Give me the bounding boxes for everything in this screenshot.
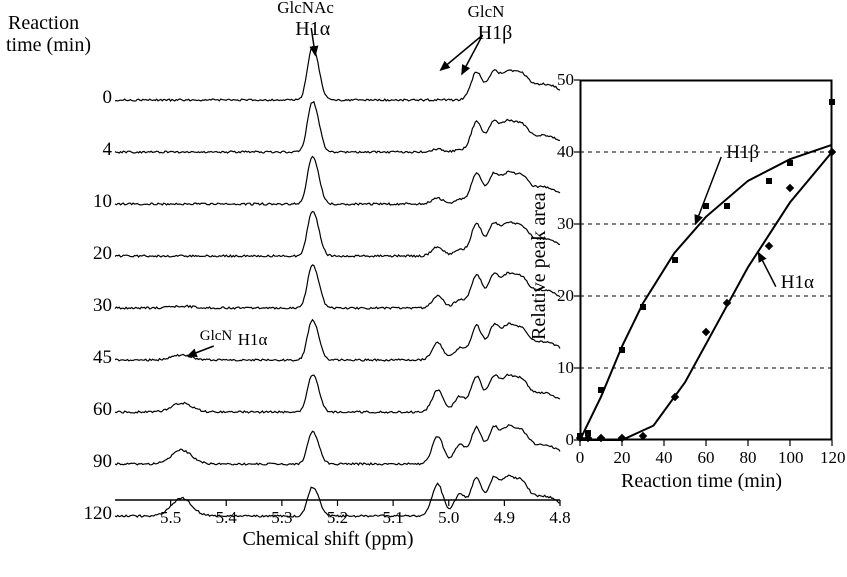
- row-time-label: 4: [82, 139, 112, 161]
- ann-glcna-top: GlcN: [200, 328, 233, 345]
- ann-glcnac-top: GlcNAc: [277, 0, 334, 18]
- row-time-label: 90: [82, 451, 112, 473]
- left-xtick-label: 5.2: [324, 508, 352, 528]
- kinetics-panel: 02040608010012001020304050H1βH1α: [580, 80, 832, 440]
- data-point-H1β: [787, 160, 793, 166]
- right-y-axis-label: Relative peak area: [528, 192, 551, 340]
- row-time-label: 120: [82, 503, 112, 525]
- right-ytick-label: 0: [550, 430, 574, 450]
- row-time-label: 20: [82, 243, 112, 265]
- ann-glcnac-bot: H1α: [295, 18, 330, 41]
- data-point-H1β: [766, 178, 772, 184]
- left-xtick-label: 5.1: [379, 508, 407, 528]
- left-xtick-label: 5.3: [268, 508, 296, 528]
- right-ytick-label: 30: [550, 214, 574, 234]
- data-point-H1β: [598, 387, 604, 393]
- row-time-label: 60: [82, 399, 112, 421]
- ann-glcna-right: H1α: [238, 330, 268, 350]
- ann-glcnb-top: GlcN: [468, 2, 505, 22]
- data-point-H1β: [703, 203, 709, 209]
- right-xtick-label: 20: [610, 448, 634, 468]
- right-x-axis-label: Reaction time (min): [621, 470, 782, 493]
- data-point-H1β: [619, 347, 625, 353]
- left-xtick-label: 4.9: [490, 508, 518, 528]
- figure-root: 5.55.45.35.25.15.04.94.8GlcNAcH1αGlcNH1β…: [0, 0, 847, 577]
- nmr-stack-panel: 5.55.45.35.25.15.04.94.8GlcNAcH1αGlcNH1β…: [115, 40, 560, 530]
- right-xtick-label: 100: [778, 448, 802, 468]
- right-ytick-label: 40: [550, 142, 574, 162]
- left-xtick-label: 5.4: [212, 508, 240, 528]
- right-xtick-label: 60: [694, 448, 718, 468]
- data-point-H1β: [672, 257, 678, 263]
- series-label-H1β: H1β: [726, 142, 759, 164]
- left-xtick-label: 5.5: [157, 508, 185, 528]
- data-point-H1β: [829, 99, 835, 105]
- row-time-label: 10: [82, 191, 112, 213]
- data-point-H1β: [640, 304, 646, 310]
- right-xtick-label: 80: [736, 448, 760, 468]
- left-x-axis-label: Chemical shift (ppm): [243, 528, 414, 551]
- data-point-H1β: [724, 203, 730, 209]
- row-time-label: 0: [82, 87, 112, 109]
- right-xtick-label: 40: [652, 448, 676, 468]
- right-ytick-label: 50: [550, 70, 574, 90]
- right-xtick-label: 0: [568, 448, 592, 468]
- left-xtick-label: 4.8: [546, 508, 574, 528]
- row-heading-top: Reaction: [8, 12, 79, 35]
- right-xtick-label: 120: [820, 448, 844, 468]
- right-ytick-label: 20: [550, 286, 574, 306]
- left-xtick-label: 5.0: [435, 508, 463, 528]
- row-time-label: 45: [82, 347, 112, 369]
- series-label-H1α: H1α: [781, 272, 814, 294]
- row-time-label: 30: [82, 295, 112, 317]
- ann-glcnb-bot: H1β: [478, 22, 513, 45]
- row-heading-bot: time (min): [6, 34, 91, 57]
- right-ytick-label: 10: [550, 358, 574, 378]
